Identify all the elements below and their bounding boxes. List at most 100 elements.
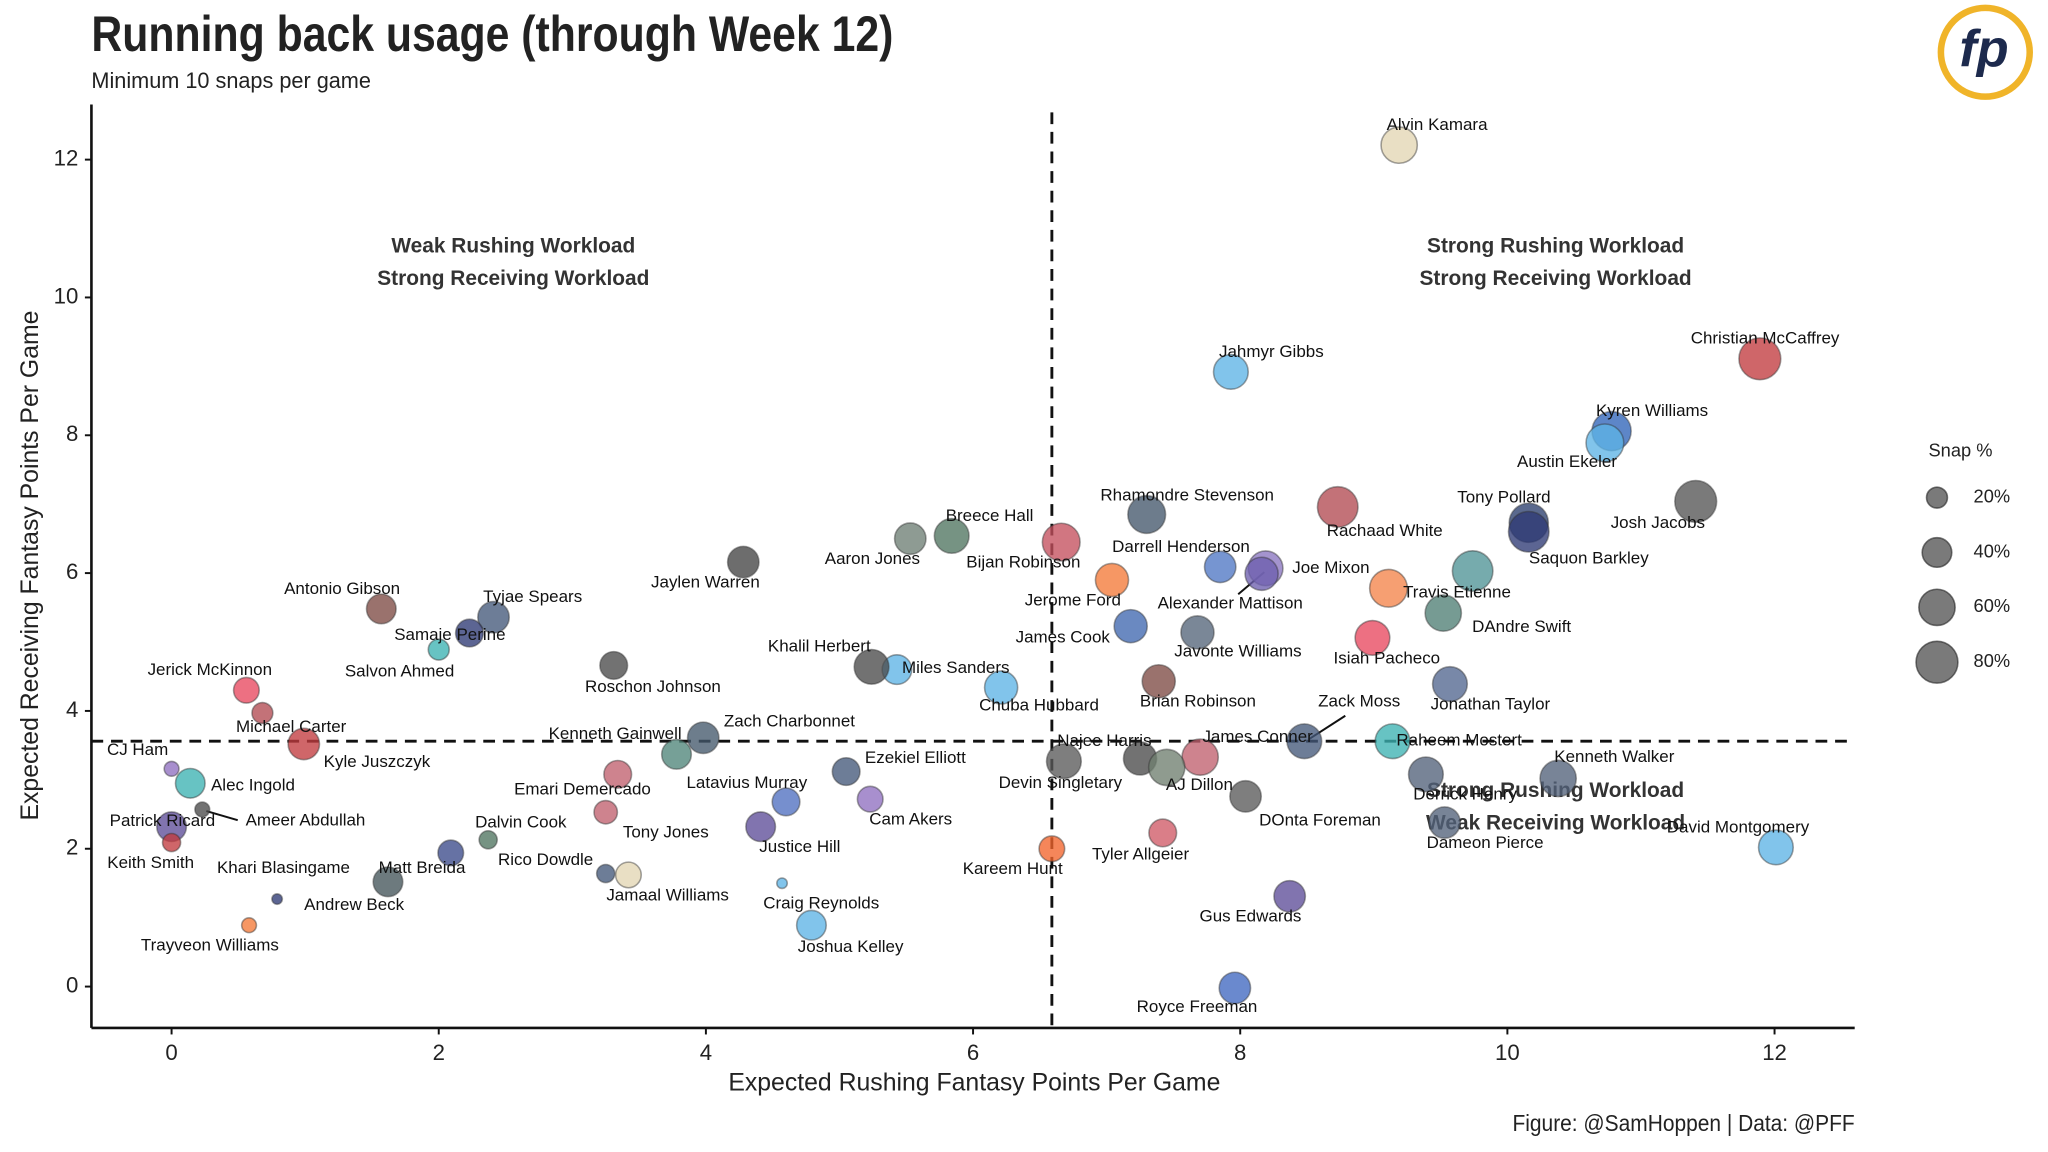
legend-point — [1915, 640, 1959, 684]
point-label: Latavius Murray — [687, 773, 808, 792]
point — [614, 861, 643, 889]
point-label: Justice Hill — [759, 837, 840, 856]
point — [771, 787, 801, 817]
point-label: Tony Jones — [623, 823, 709, 842]
point — [1738, 337, 1782, 381]
point-label: CJ Ham — [107, 740, 168, 759]
y-tick-label: 2 — [66, 835, 78, 860]
point — [745, 811, 777, 843]
caption: Figure: @SamHoppen | Data: @PFF — [1512, 1110, 1854, 1136]
point-label: Craig Reynolds — [763, 894, 879, 913]
point-label: Jaylen Warren — [651, 572, 760, 591]
point-label: Kareem Hunt — [963, 859, 1063, 878]
legend-label: 60% — [1974, 595, 2011, 616]
point-label: Joe Mixon — [1292, 558, 1369, 577]
legend-point — [1918, 588, 1956, 627]
point-label: Dalvin Cook — [475, 812, 567, 831]
point-label: Rhamondre Stevenson — [1100, 486, 1274, 505]
legend-point — [1921, 536, 1953, 569]
point — [1380, 126, 1419, 165]
point — [1141, 663, 1177, 699]
point — [1148, 818, 1178, 848]
point-label: Ezekiel Elliott — [865, 748, 966, 767]
point-label: Jahmyr Gibbs — [1219, 342, 1324, 361]
quadrant-label: Strong Rushing Workload — [1427, 234, 1684, 257]
point — [1316, 485, 1359, 528]
point-label: Jerick McKinnon — [148, 660, 272, 679]
point — [251, 701, 274, 725]
x-tick-label: 4 — [700, 1040, 712, 1065]
point-label: Antonio Gibson — [284, 579, 400, 598]
point — [1180, 615, 1215, 650]
point — [1539, 759, 1578, 798]
point-label: Aaron Jones — [825, 549, 920, 568]
logo: fp — [1959, 20, 2008, 78]
point — [232, 676, 260, 704]
point — [1451, 549, 1494, 593]
point — [478, 829, 499, 850]
point — [1113, 608, 1149, 644]
quadrant-label: Weak Receiving Workload — [1426, 812, 1685, 835]
point — [1094, 562, 1130, 598]
point-label: Keith Smith — [107, 853, 194, 872]
point — [660, 738, 693, 770]
x-axis-title: Expected Rushing Fantasy Points Per Game — [728, 1070, 1220, 1097]
point-label: Alexander Mattison — [1158, 593, 1303, 612]
point-label: Najee Harris — [1057, 731, 1151, 750]
point-label: Kenneth Gainwell — [549, 724, 682, 743]
point — [1286, 723, 1323, 760]
point — [1585, 423, 1625, 463]
point — [1041, 522, 1081, 562]
point-label: Trayveon Williams — [141, 936, 279, 955]
point — [1374, 723, 1411, 760]
point — [593, 799, 619, 825]
point — [1424, 594, 1463, 632]
point-label: Kyren Williams — [1596, 401, 1708, 420]
point-label: Isiah Pacheco — [1334, 648, 1441, 667]
point — [1181, 738, 1220, 776]
point-label: Khalil Herbert — [768, 637, 871, 656]
point-label: Javonte Williams — [1174, 641, 1301, 660]
point-label: Rico Dowdle — [498, 850, 593, 869]
point — [776, 877, 789, 890]
point — [726, 545, 760, 579]
legend-point — [1925, 486, 1949, 509]
point-label: Khari Blasingame — [217, 858, 350, 877]
point — [1674, 479, 1718, 524]
point — [477, 600, 510, 634]
point-label: Zach Charbonnet — [724, 712, 855, 731]
point-label: Andrew Beck — [304, 895, 404, 914]
point — [856, 785, 884, 813]
point — [1212, 353, 1249, 390]
point — [686, 721, 720, 755]
point — [437, 839, 465, 867]
point-label: Samaje Perine — [394, 625, 505, 644]
point — [603, 759, 633, 789]
point-label: Rachaad White — [1327, 521, 1443, 540]
point-label: Chuba Hubbard — [979, 695, 1099, 714]
point-label: Michael Carter — [236, 717, 347, 736]
chart-subtitle: Minimum 10 snaps per game — [91, 68, 371, 93]
point — [831, 756, 861, 787]
point-label: Brian Robinson — [1140, 692, 1256, 711]
point — [194, 801, 211, 818]
y-tick-label: 0 — [66, 972, 78, 997]
point-label: Matt Breida — [379, 858, 466, 877]
point-label: Breece Hall — [946, 506, 1034, 525]
point — [1354, 619, 1391, 656]
point-label: Christian McCaffrey — [1691, 329, 1840, 348]
point-label: Kyle Juszczyk — [324, 752, 431, 771]
point-label: Emari Demercado — [514, 779, 651, 798]
point — [240, 917, 258, 934]
x-tick-label: 10 — [1495, 1040, 1520, 1065]
point-label: Derrick Henry — [1413, 785, 1517, 804]
point-label: Bijan Robinson — [966, 552, 1080, 571]
x-tick-label: 6 — [967, 1040, 979, 1065]
point — [1273, 879, 1307, 913]
point-label: Devin Singletary — [999, 773, 1123, 792]
x-tick-label: 2 — [433, 1040, 445, 1065]
chart-title: Running back usage (through Week 12) — [91, 6, 893, 62]
point-label: AJ Dillon — [1166, 775, 1233, 794]
